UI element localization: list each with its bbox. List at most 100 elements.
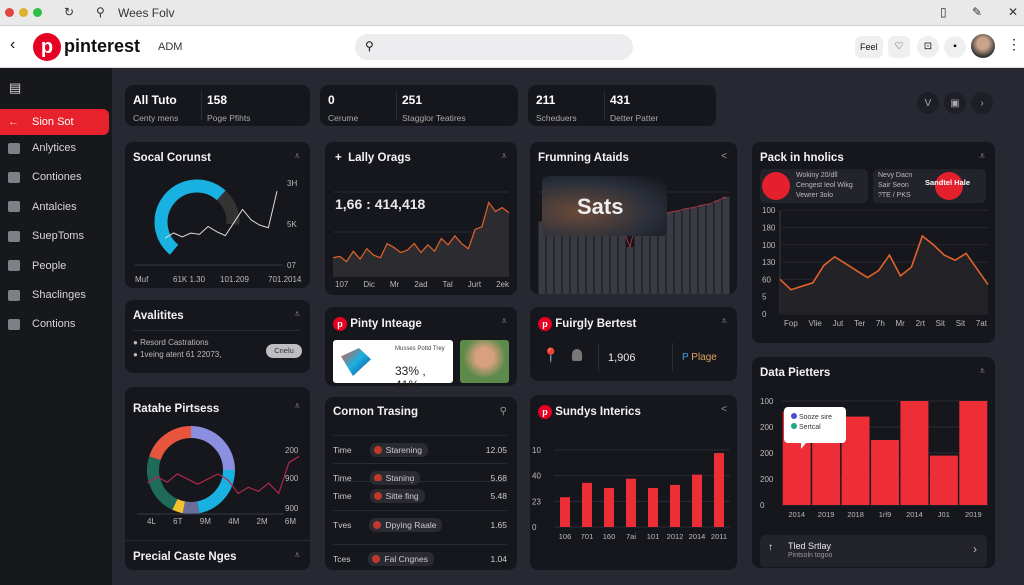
table-row[interactable]: Time Starening 12.05: [333, 443, 507, 457]
sundys-chart: 0 23 40 10 106 701 160 7ai 101 2012 2014 2011: [532, 446, 730, 541]
document-icon[interactable]: ▤: [9, 80, 22, 95]
filter-icon[interactable]: ⩡: [501, 316, 507, 327]
promo-text: Musses Pottd Trey: [395, 346, 445, 352]
bar: [714, 200, 722, 294]
profile-photo[interactable]: [460, 340, 509, 383]
chart-tooltip: Sooze sire Sertcal: [784, 407, 846, 449]
tag-icon: [373, 474, 382, 482]
brand-name: pinterest: [64, 36, 141, 56]
filter-icon[interactable]: ⩡: [294, 309, 300, 320]
pinty-card: p Pinty Inteage ⩡ Musses Pottd Trey 33% …: [325, 307, 517, 392]
tag: Sitte fing: [369, 489, 425, 503]
table-row[interactable]: Tves Dpying Raale 1.65: [333, 518, 507, 532]
x-tick: 2014: [906, 510, 923, 519]
tag-label: Fal Cngnes: [384, 554, 428, 564]
pen-icon[interactable]: ✎: [972, 5, 983, 19]
stat-label: Cerume: [328, 113, 359, 123]
x-tick: Dic: [363, 280, 375, 289]
table-row[interactable]: Time Staning 5.68: [333, 471, 507, 485]
series-line: [146, 455, 300, 495]
x-tick: 2014: [689, 532, 706, 541]
stat-label: Scheduers: [536, 113, 577, 123]
share-icon[interactable]: <: [721, 404, 727, 415]
reader-icon[interactable]: ▯: [940, 5, 947, 19]
row-key: Tves: [333, 520, 352, 530]
row-key: Tces: [333, 554, 351, 564]
add-icon[interactable]: +: [335, 152, 349, 164]
more-menu-icon[interactable]: ⋮: [1007, 36, 1021, 52]
x-tick: 7ai: [626, 532, 636, 541]
stat-item: 0 Cerume: [328, 93, 358, 123]
lock-icon[interactable]: ⊡: [917, 36, 939, 58]
table-row[interactable]: Time Sitte fing 5.48: [333, 489, 507, 503]
x-tick: 4M: [228, 517, 240, 526]
nav-icon: [8, 142, 20, 154]
card-title: Sundys Interics: [555, 406, 641, 418]
bar: [648, 487, 658, 527]
sidebar-item[interactable]: ← Sion Sot: [0, 109, 109, 135]
tag-label: Starening: [385, 445, 422, 455]
cancel-button[interactable]: Cnelu: [266, 344, 302, 358]
maximize-window-button[interactable]: [33, 8, 42, 17]
y-tick: 180: [762, 224, 776, 233]
row-value: 5.48: [490, 491, 507, 501]
x-tick: 701: [581, 532, 594, 541]
sidebar-item[interactable]: Shaclinges: [0, 282, 112, 308]
tab-title[interactable]: Wees Folv: [118, 6, 175, 20]
filter-icon[interactable]: ⩡: [979, 366, 985, 377]
filter-icon[interactable]: ⩡: [294, 550, 300, 561]
x-tick: 2019: [965, 510, 982, 519]
card-title: Ratahe Pirtsess: [133, 403, 220, 415]
feel-button[interactable]: Feel: [855, 36, 883, 58]
close-icon[interactable]: ✕: [1008, 5, 1019, 19]
x-tick: J01: [938, 510, 950, 519]
search-icon[interactable]: ⚲: [499, 406, 507, 417]
nav-icon: [8, 171, 20, 183]
calendar-button[interactable]: ▣: [944, 92, 966, 114]
tag: Fal Cngnes: [368, 552, 434, 566]
promo-pin[interactable]: Musses Pottd Trey 33% , 41%: [333, 340, 453, 392]
minimize-window-button[interactable]: [19, 8, 28, 17]
sidebar-item[interactable]: People: [0, 253, 112, 279]
metric-value: 1,906: [608, 352, 636, 364]
tooltip-item: Sooze sire: [798, 414, 833, 421]
row-key: Time: [333, 473, 352, 483]
bar: [722, 196, 730, 294]
filter-icon[interactable]: ⩡: [501, 151, 507, 162]
bar: [554, 229, 562, 294]
heart-icon[interactable]: ♡: [888, 36, 910, 58]
bar: [618, 226, 626, 294]
nav-icon: [8, 230, 20, 242]
filter-icon[interactable]: ⩡: [721, 316, 727, 327]
table-row[interactable]: Tces Fal Cngnes 1.04: [333, 552, 507, 566]
next-button[interactable]: ›: [971, 92, 993, 114]
reload-icon[interactable]: ↻: [64, 5, 75, 19]
collapse-button[interactable]: V: [917, 92, 939, 114]
stat-value: 158: [207, 93, 228, 107]
avatar[interactable]: [971, 34, 995, 58]
pin-card[interactable]: Wokiny 20/dll Cengest Ieol Wikg Vewrer 3ol…: [760, 169, 868, 203]
avalitites-card: Avalitites ⩡ ● Resord Castrations ● 1vei…: [125, 300, 310, 373]
sidebar-item[interactable]: Antalcies: [0, 194, 112, 220]
share-icon[interactable]: <: [721, 151, 727, 162]
sidebar-item[interactable]: SuepToms: [0, 223, 112, 249]
sidebar-item[interactable]: Contiones: [0, 164, 112, 190]
x-tick: 2019: [818, 510, 835, 519]
search-input[interactable]: ⚲: [355, 34, 633, 60]
shop-icon[interactable]: ▪: [944, 36, 966, 58]
close-window-button[interactable]: [5, 8, 14, 17]
sidebar-item-label: Sion Sot: [32, 116, 74, 128]
bar: [674, 210, 682, 294]
filter-icon[interactable]: ⩡: [294, 401, 300, 412]
pin-card[interactable]: Nevy Dacn Sair Seon ?TE / PKS Sandtel Hale: [873, 169, 986, 203]
back-button[interactable]: ‹: [10, 36, 16, 53]
bar: [602, 224, 610, 294]
x-tick: 160: [603, 532, 616, 541]
filter-icon[interactable]: ⩡: [979, 151, 985, 162]
feed-story-row[interactable]: ↑ Tled Srtlay Pintsoln togoo ›: [760, 535, 987, 567]
sidebar-item[interactable]: Contions: [0, 311, 112, 337]
bar: [871, 440, 899, 505]
sidebar-item[interactable]: Anlytices: [0, 135, 112, 161]
filter-icon[interactable]: ⩡: [294, 151, 300, 162]
plage-link[interactable]: P Plage: [682, 352, 717, 363]
